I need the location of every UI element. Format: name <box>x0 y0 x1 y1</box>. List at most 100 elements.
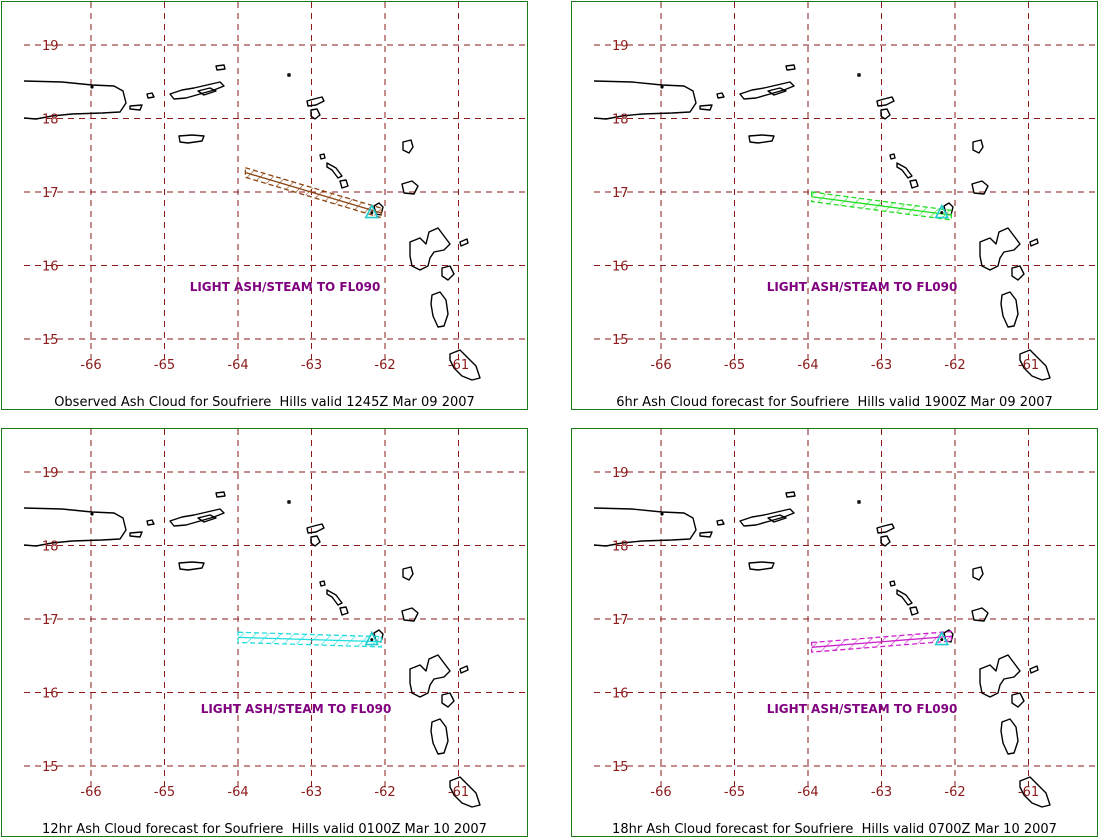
city-marker <box>660 512 664 516</box>
map-panel-12hr: 19 18 17 16 15 -66 -65 -64 -63 -62 -61 LIGHT ASH/ST… <box>1 428 528 837</box>
lat-tick-label: 18 <box>612 540 629 555</box>
nevis-coast <box>339 606 349 616</box>
volcano-marker <box>940 638 944 642</box>
desirade-coast <box>459 665 469 674</box>
lat-tick-label: 15 <box>612 760 629 775</box>
lat-tick-label: 15 <box>612 333 629 348</box>
volcano-marker <box>370 211 374 215</box>
puerto-rico-coast <box>593 80 697 120</box>
lon-tick-label: -65 <box>154 358 175 373</box>
guadeloupe-coast <box>979 654 1021 698</box>
saba-coast <box>319 580 326 587</box>
lon-tick-label: -66 <box>80 358 101 373</box>
virgin-islands-coast-2 <box>197 514 217 523</box>
sombrero-coast <box>287 73 291 77</box>
st-barts-coast <box>310 535 321 547</box>
map-canvas: 19 18 17 16 15 -66 -65 -64 -63 -62 -61 LIGHT ASH/ST… <box>593 429 1097 808</box>
lat-tick-label: 16 <box>42 260 59 275</box>
volcano-marker <box>940 211 944 215</box>
lat-tick-label: 19 <box>612 39 629 54</box>
virgin-islands-coast-2 <box>767 87 787 96</box>
martinique-coast <box>1019 349 1051 381</box>
lon-tick-label: -63 <box>871 358 892 373</box>
st-croix-coast <box>748 134 775 144</box>
guadeloupe-coast <box>409 227 451 271</box>
lat-tick-label: 16 <box>612 687 629 702</box>
map-panel-18hr: 19 18 17 16 15 -66 -65 -64 -63 -62 -61 LIGHT ASH/ST… <box>571 428 1098 837</box>
nevis-coast <box>909 179 919 189</box>
dominica-coast <box>1000 291 1019 328</box>
lat-tick-label: 16 <box>42 687 59 702</box>
lon-tick-label: -65 <box>154 785 175 800</box>
lon-tick-label: -62 <box>944 785 965 800</box>
lon-tick-label: -63 <box>871 785 892 800</box>
lon-tick-label: -64 <box>797 358 818 373</box>
antigua-coast <box>971 180 989 195</box>
volcano-icon <box>364 203 380 219</box>
st-barts-coast <box>880 108 891 120</box>
st-barts-coast <box>310 108 321 120</box>
ash-cloud-axis <box>237 636 382 643</box>
antigua-coast <box>401 607 419 622</box>
map-panel-6hr: 19 18 17 16 15 -66 -65 -64 -63 -62 -61 LIGHT ASH/ST… <box>571 1 1098 410</box>
lon-tick-label: -64 <box>227 785 248 800</box>
culebra-coast <box>716 92 725 99</box>
city-marker <box>660 85 664 89</box>
guadeloupe-coast <box>979 227 1021 271</box>
lon-tick-label: -63 <box>301 785 322 800</box>
sombrero-coast <box>287 500 291 504</box>
lon-tick-label: -61 <box>1018 358 1039 373</box>
lon-tick-label: -65 <box>724 358 745 373</box>
map-panel-observed: 19 18 17 16 15 -66 -65 -64 -63 -62 -61 LIGHT ASH/ST… <box>1 1 528 410</box>
marie-galante-coast <box>1011 265 1025 281</box>
panel-caption: Observed Ash Cloud for Soufriere Hills v… <box>54 395 475 410</box>
culebra-coast <box>146 92 155 99</box>
ash-cloud-axis <box>811 635 952 648</box>
st-croix-coast <box>748 561 775 571</box>
ash-cloud-axis <box>245 171 382 214</box>
anegada-coast <box>215 491 226 498</box>
sombrero-coast <box>857 500 861 504</box>
barbuda-coast <box>402 566 414 581</box>
lon-tick-label: -62 <box>944 358 965 373</box>
ash-cloud-axis <box>811 196 952 216</box>
puerto-rico-coast <box>23 80 127 120</box>
vieques-coast <box>699 104 713 111</box>
lon-tick-label: -64 <box>797 785 818 800</box>
lat-tick-label: 16 <box>612 260 629 275</box>
panel-caption: 12hr Ash Cloud forecast for Soufriere Hi… <box>42 822 487 837</box>
lon-tick-label: -66 <box>650 358 671 373</box>
lon-tick-label: -66 <box>80 785 101 800</box>
marie-galante-coast <box>441 265 455 281</box>
vieques-coast <box>699 531 713 538</box>
city-marker <box>90 512 94 516</box>
anegada-coast <box>215 64 226 71</box>
barbuda-coast <box>972 566 984 581</box>
nevis-coast <box>339 179 349 189</box>
virgin-islands-coast <box>169 508 225 527</box>
vieques-coast <box>129 104 143 111</box>
vieques-coast <box>129 531 143 538</box>
dominica-coast <box>430 291 449 328</box>
marie-galante-coast <box>1011 692 1025 708</box>
volcano-marker <box>370 638 374 642</box>
lon-tick-label: -61 <box>448 358 469 373</box>
saba-coast <box>889 153 896 160</box>
ash-annotation: LIGHT ASH/STEAM TO FL090 <box>767 280 958 294</box>
desirade-coast <box>459 238 469 247</box>
culebra-coast <box>146 519 155 526</box>
ash-annotation: LIGHT ASH/STEAM TO FL090 <box>190 280 381 294</box>
virgin-islands-coast-2 <box>197 87 217 96</box>
marie-galante-coast <box>441 692 455 708</box>
lat-tick-label: 19 <box>42 466 59 481</box>
saba-coast <box>889 580 896 587</box>
st-kitts-nevis-coast <box>896 589 913 606</box>
lat-tick-label: 15 <box>42 760 59 775</box>
virgin-islands-coast <box>739 81 795 100</box>
nevis-coast <box>909 606 919 616</box>
culebra-coast <box>716 519 725 526</box>
lon-tick-label: -62 <box>374 358 395 373</box>
martinique-coast <box>449 776 481 808</box>
anguilla-st-martin-coast <box>876 96 895 107</box>
anguilla-st-martin-coast <box>876 523 895 534</box>
